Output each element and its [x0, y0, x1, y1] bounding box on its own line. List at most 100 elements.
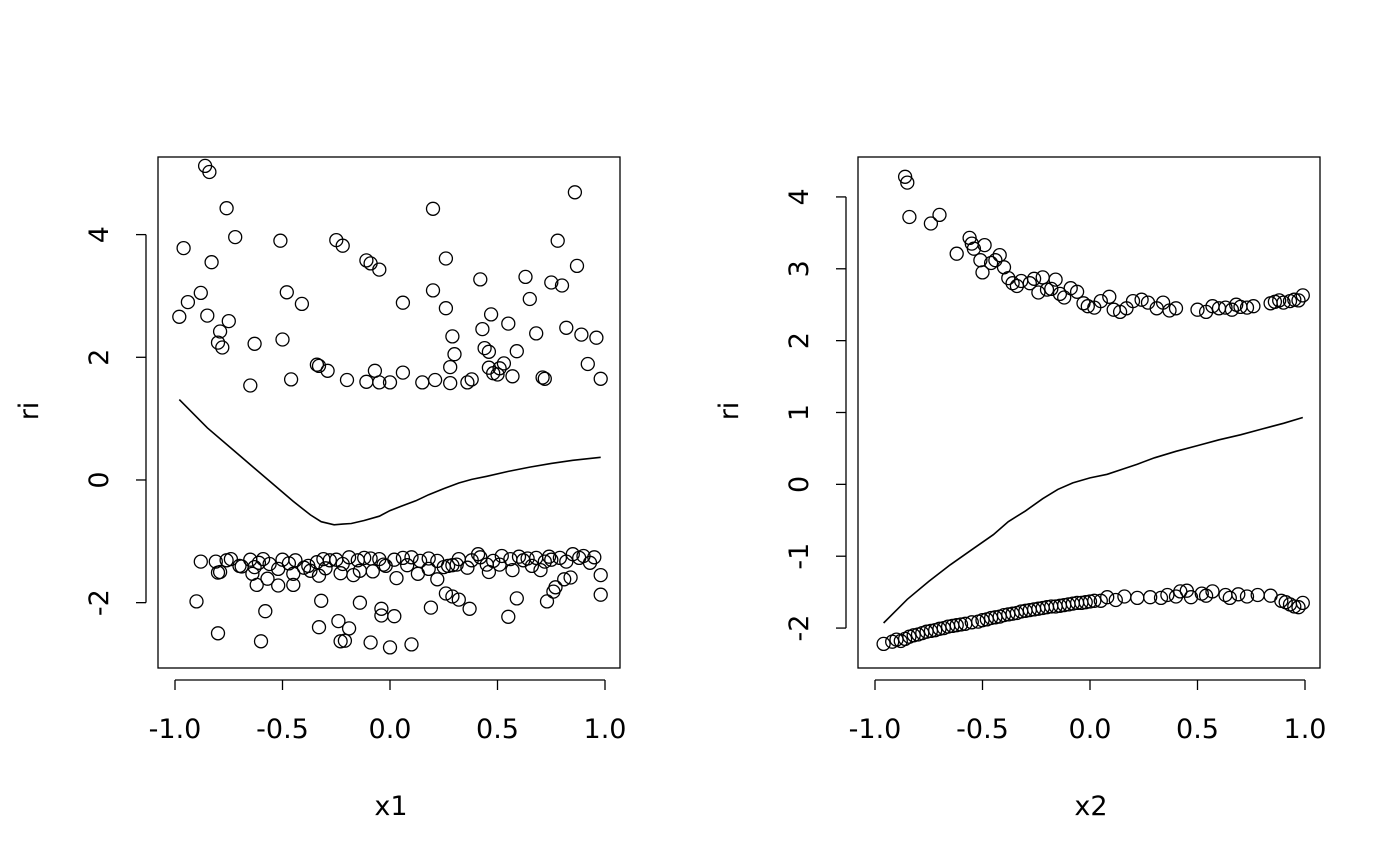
data-point — [964, 615, 979, 630]
data-point — [430, 572, 445, 587]
data-point — [438, 586, 454, 601]
panel-x1-smooth-line — [178, 399, 601, 526]
data-point — [253, 634, 269, 649]
data-point — [260, 571, 275, 586]
data-point — [1039, 282, 1055, 297]
data-point — [363, 635, 378, 650]
data-point — [475, 321, 490, 337]
data-point — [400, 558, 415, 573]
panel-x1-xlabel: x1 — [374, 791, 407, 822]
data-point — [983, 255, 999, 271]
data-point — [333, 634, 348, 649]
data-point — [902, 209, 917, 225]
data-point — [210, 565, 226, 580]
data-point — [496, 356, 512, 371]
data-point — [460, 560, 475, 575]
data-point — [365, 564, 380, 579]
panel-x1-x-axis: -1.0 -0.5 0.0 0.5 1.0 — [149, 679, 627, 745]
data-point — [535, 370, 550, 385]
x-tick-label: 0.5 — [476, 714, 519, 745]
data-point — [221, 313, 236, 329]
panel-x2-xlabel: x2 — [1074, 791, 1107, 822]
data-point — [193, 285, 208, 301]
data-point — [412, 553, 428, 569]
data-point — [341, 550, 357, 565]
panel-x1-plot-frame — [157, 156, 621, 669]
panel-x2-y-axis: -2 -1 0 1 2 3 4 — [784, 188, 847, 642]
data-point — [352, 595, 368, 610]
data-point — [569, 258, 585, 274]
data-point — [210, 335, 226, 350]
data-point — [501, 609, 516, 624]
data-point — [440, 558, 456, 574]
data-point — [219, 553, 234, 568]
data-point — [208, 554, 223, 569]
data-point — [212, 324, 228, 339]
data-point — [271, 578, 286, 593]
data-point — [363, 256, 378, 271]
data-point — [314, 593, 329, 608]
data-point — [546, 584, 561, 599]
data-point — [1295, 595, 1310, 611]
data-point — [243, 552, 258, 567]
data-point — [251, 555, 267, 570]
data-point — [544, 275, 559, 290]
data-point — [462, 601, 477, 616]
data-point — [492, 557, 507, 572]
data-point — [580, 356, 595, 372]
data-point — [311, 620, 327, 635]
data-point — [1295, 288, 1310, 303]
data-point — [1093, 293, 1108, 309]
data-point — [460, 375, 475, 390]
data-point — [563, 570, 578, 585]
data-point — [1035, 270, 1050, 285]
panel-x1-ylabel: ri — [14, 402, 45, 421]
data-point — [395, 365, 411, 380]
data-point — [593, 567, 608, 583]
data-point — [1287, 599, 1302, 614]
data-point — [273, 233, 288, 248]
data-point — [438, 301, 454, 316]
data-point — [589, 330, 604, 345]
data-point — [593, 587, 608, 602]
data-point — [524, 558, 540, 574]
x-tick-label: 1.0 — [584, 714, 627, 745]
data-point — [247, 336, 262, 351]
data-point — [389, 570, 404, 586]
y-tick-label: 3 — [784, 260, 815, 277]
data-point — [286, 566, 301, 581]
data-point — [1087, 593, 1102, 608]
data-point — [395, 550, 411, 566]
y-tick-label: 4 — [84, 226, 115, 243]
data-point — [309, 357, 325, 372]
panel-x2-points — [876, 169, 1310, 652]
x-tick-label: -1.0 — [149, 714, 202, 745]
data-point — [320, 363, 335, 378]
data-point — [554, 278, 570, 293]
data-point — [473, 272, 488, 287]
data-point — [279, 285, 294, 300]
x-tick-label: -0.5 — [256, 714, 309, 745]
data-point — [582, 555, 598, 570]
data-point — [1100, 590, 1115, 605]
data-point — [445, 589, 460, 604]
data-point — [537, 554, 552, 569]
y-tick-label: -2 — [784, 615, 815, 642]
data-point — [1168, 301, 1184, 316]
data-point — [1224, 302, 1240, 317]
data-point — [421, 551, 436, 566]
data-point — [219, 201, 234, 216]
data-point — [477, 340, 492, 356]
data-point — [522, 291, 537, 307]
data-point — [1291, 600, 1306, 615]
data-point — [1005, 276, 1020, 291]
data-point — [1022, 276, 1037, 291]
y-tick-label: -2 — [84, 589, 115, 616]
data-point — [423, 600, 439, 615]
data-point — [1168, 589, 1184, 604]
data-point — [1031, 285, 1046, 300]
data-point — [451, 592, 466, 607]
x-tick-label: 1.0 — [1284, 714, 1327, 745]
data-point — [1246, 299, 1261, 314]
